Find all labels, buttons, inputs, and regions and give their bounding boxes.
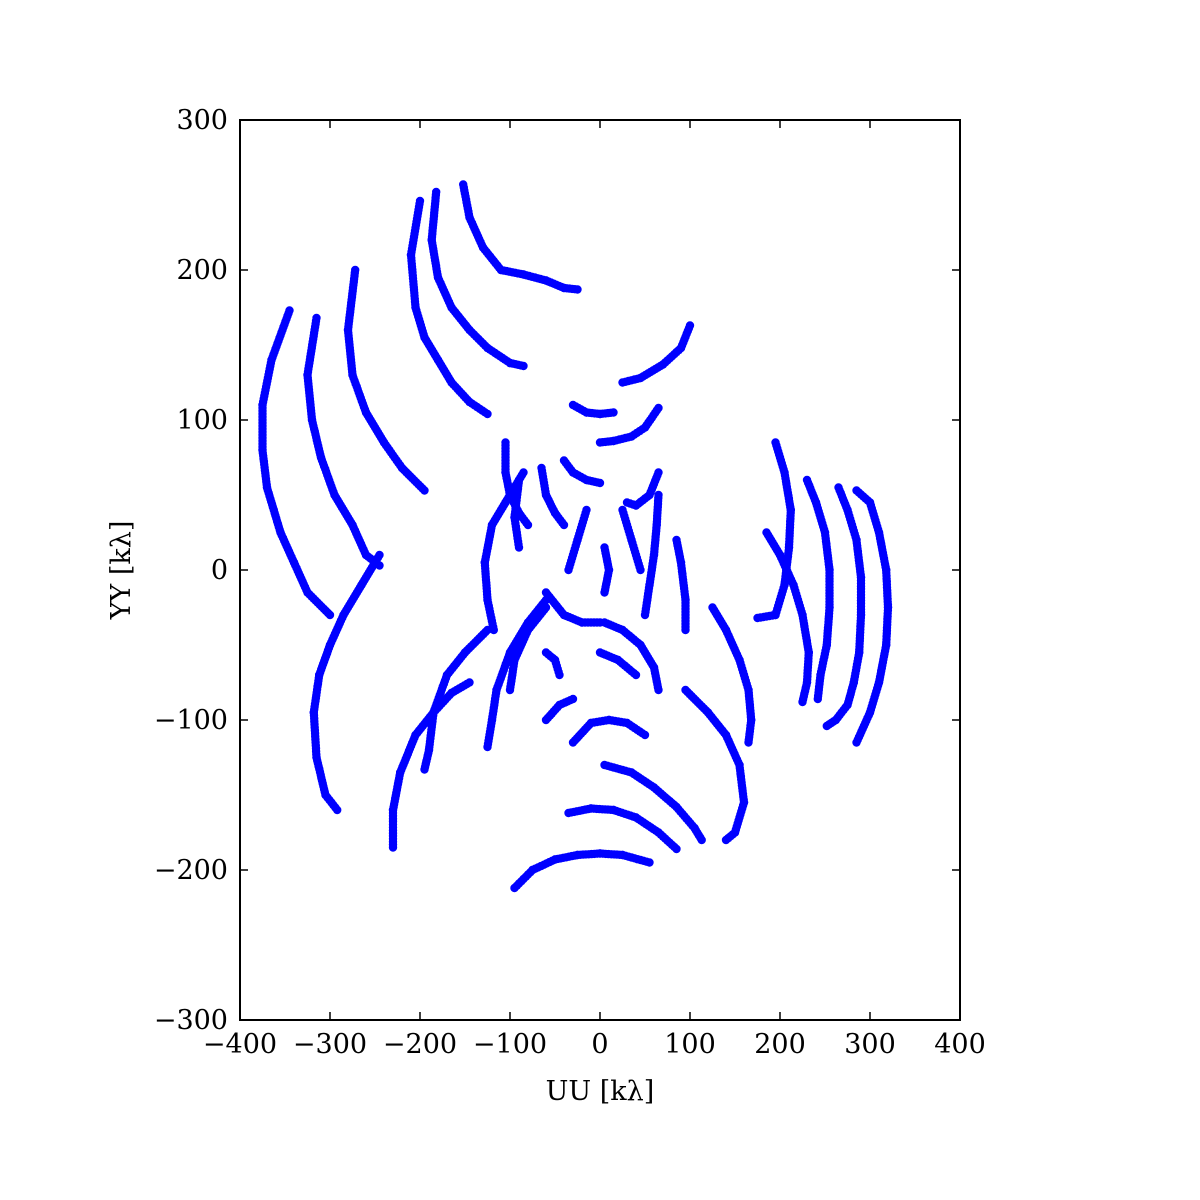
- data-point: [465, 678, 474, 687]
- data-point: [618, 378, 627, 387]
- data-point: [333, 805, 342, 815]
- data-point: [489, 625, 498, 635]
- data-point: [636, 565, 645, 575]
- data-point: [640, 730, 650, 740]
- data-point: [514, 543, 524, 552]
- y-axis-ticks: −300 −200 −100 0 100 200 300: [154, 105, 960, 1036]
- data-point: [420, 765, 429, 774]
- data-point: [697, 835, 706, 845]
- data-point: [555, 670, 564, 680]
- x-axis-ticks: −400 −300 −200 −100 0 100 200 300 400: [203, 120, 986, 1060]
- data-point: [541, 603, 551, 612]
- data-point: [813, 694, 822, 704]
- x-tick-label: −400: [203, 1029, 277, 1060]
- data-point: [573, 285, 582, 294]
- y-tick-label: 300: [176, 105, 228, 136]
- data-point: [852, 486, 861, 495]
- data-point: [645, 858, 654, 867]
- data-point: [595, 438, 605, 447]
- data-point: [609, 408, 618, 417]
- x-tick-label: −300: [293, 1029, 367, 1060]
- x-tick-label: 200: [754, 1029, 806, 1060]
- data-point: [822, 721, 831, 731]
- data-point: [672, 844, 681, 854]
- y-tick-label: 200: [176, 255, 228, 286]
- scatter-points: [258, 180, 893, 893]
- plot-background: [240, 120, 960, 1020]
- x-tick-label: 400: [934, 1029, 986, 1060]
- y-tick-label: 100: [176, 405, 228, 436]
- x-axis-label: UU [kλ]: [546, 1076, 655, 1107]
- data-point: [744, 738, 753, 747]
- y-tick-label: −200: [154, 855, 228, 886]
- data-point: [600, 588, 609, 597]
- data-point: [559, 520, 569, 530]
- data-point: [523, 520, 533, 530]
- data-point: [753, 613, 762, 623]
- data-point: [325, 610, 335, 620]
- x-tick-label: 0: [591, 1029, 608, 1060]
- y-tick-label: −300: [154, 1005, 228, 1036]
- data-point: [420, 486, 429, 495]
- data-point: [483, 742, 492, 752]
- y-axis-label: YY [kλ]: [106, 521, 137, 621]
- data-point: [564, 565, 573, 575]
- data-point: [519, 361, 528, 371]
- x-tick-label: 100: [664, 1029, 716, 1060]
- data-point: [654, 685, 663, 695]
- x-tick-label: −200: [383, 1029, 457, 1060]
- data-point: [798, 697, 807, 707]
- data-point: [568, 694, 578, 704]
- data-point: [681, 625, 690, 635]
- x-tick-label: −100: [473, 1029, 547, 1060]
- y-tick-label: 0: [211, 555, 228, 586]
- data-point: [622, 498, 632, 507]
- y-tick-label: −100: [154, 705, 228, 736]
- data-point: [483, 409, 492, 419]
- x-tick-label: 300: [844, 1029, 896, 1060]
- data-point: [721, 835, 731, 845]
- data-point: [595, 478, 605, 488]
- data-point: [631, 670, 641, 680]
- data-point: [640, 610, 650, 620]
